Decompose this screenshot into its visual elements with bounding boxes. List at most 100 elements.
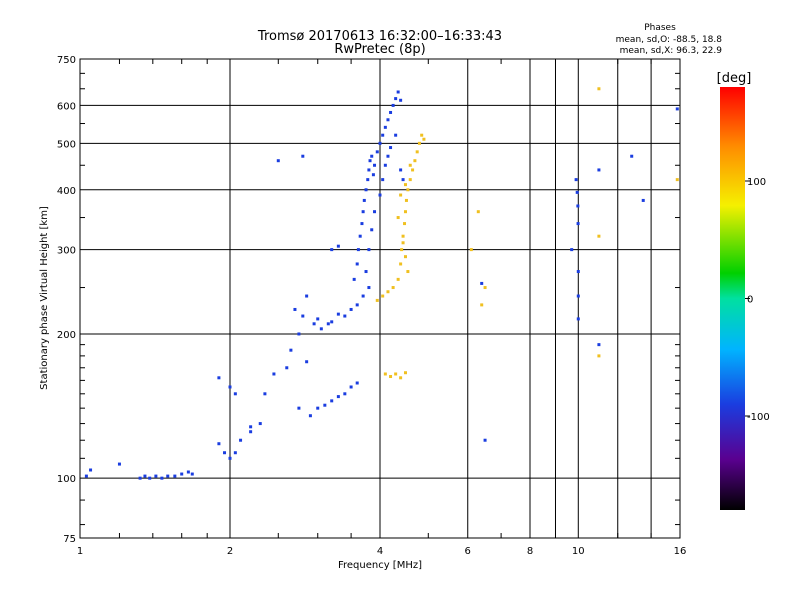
data-point: [349, 307, 353, 311]
data-point: [408, 178, 412, 182]
colorbar: [720, 87, 745, 510]
data-point: [381, 178, 385, 182]
x-tick-label: 10: [572, 546, 585, 557]
y-tick-label: 750: [57, 55, 76, 66]
data-point: [375, 150, 379, 154]
data-point: [399, 168, 403, 172]
data-point: [272, 372, 276, 376]
data-point: [401, 178, 405, 182]
data-point: [597, 87, 601, 91]
x-axis-ticks: 1 2 4 6 8 10 16: [77, 59, 687, 557]
data-point: [389, 375, 393, 379]
data-point: [84, 474, 88, 478]
data-point: [239, 438, 243, 442]
data-point: [641, 198, 645, 202]
data-point: [173, 474, 177, 478]
data-point: [396, 277, 400, 281]
data-point: [383, 163, 387, 167]
data-point: [403, 222, 407, 226]
data-point: [160, 476, 164, 480]
x-tick-label: 16: [674, 546, 687, 557]
chart-subtitle: RwPretec (8p): [334, 42, 425, 57]
colorbar-label: [deg]: [717, 71, 752, 86]
data-point: [576, 222, 580, 226]
data-point: [355, 381, 359, 385]
data-point: [401, 234, 405, 238]
data-point: [366, 178, 370, 182]
data-point: [89, 468, 93, 472]
data-point: [420, 133, 424, 137]
data-point: [370, 154, 374, 158]
data-point: [364, 188, 368, 192]
data-point: [399, 98, 403, 102]
data-point: [401, 241, 405, 245]
data-point: [368, 159, 372, 163]
x-tick-label: 2: [227, 546, 233, 557]
data-point: [330, 399, 334, 403]
y-tick-label: 500: [57, 139, 76, 150]
data-point: [217, 442, 221, 446]
data-point: [370, 228, 374, 232]
data-point: [356, 248, 360, 252]
data-point: [396, 90, 400, 94]
data-point: [258, 422, 262, 426]
colorbar-tick-label: 100: [747, 177, 766, 188]
data-point: [403, 183, 407, 187]
data-point: [166, 474, 170, 478]
data-point: [394, 97, 398, 101]
data-point: [228, 385, 232, 389]
data-point: [570, 248, 574, 252]
data-point: [138, 476, 142, 480]
data-point: [378, 141, 382, 145]
data-point: [597, 343, 601, 347]
data-point: [383, 125, 387, 129]
data-point: [576, 294, 580, 298]
data-point: [360, 222, 364, 226]
data-point: [391, 103, 395, 107]
data-point: [143, 474, 147, 478]
data-point: [336, 312, 340, 316]
data-point: [154, 474, 158, 478]
x-tick-label: 8: [527, 546, 533, 557]
data-point: [394, 133, 398, 137]
data-point: [330, 248, 334, 252]
data-point: [190, 472, 194, 476]
plot-frame: [79, 58, 681, 539]
data-point: [148, 476, 152, 480]
data-point: [597, 354, 601, 358]
data-point: [228, 456, 232, 460]
data-point: [361, 210, 365, 214]
data-point: [343, 392, 347, 396]
data-point: [576, 270, 580, 274]
y-tick-label: 100: [57, 474, 76, 485]
data-point: [386, 290, 390, 294]
data-point: [316, 406, 320, 410]
data-point: [403, 371, 407, 375]
data-point: [319, 327, 323, 331]
data-point: [233, 451, 237, 455]
legend-title: Phases: [644, 23, 676, 33]
data-point: [480, 303, 484, 307]
data-point: [417, 141, 421, 145]
data-point: [389, 110, 393, 114]
data-point: [381, 133, 385, 137]
data-point: [180, 472, 184, 476]
colorbar-tick-label: -100: [747, 412, 770, 423]
data-point: [404, 198, 408, 202]
data-point: [413, 159, 417, 163]
data-point: [574, 178, 578, 182]
data-point: [576, 204, 580, 208]
data-point: [223, 451, 227, 455]
data-point: [336, 244, 340, 248]
data-point: [330, 320, 334, 324]
data-point: [352, 277, 356, 281]
data-point: [233, 392, 237, 396]
data-point: [349, 385, 353, 389]
data-point: [289, 348, 293, 352]
data-point: [373, 163, 377, 167]
y-tick-label: 600: [57, 101, 76, 112]
data-point: [217, 376, 221, 380]
data-point: [675, 178, 679, 182]
data-point: [386, 154, 390, 158]
data-point: [597, 168, 601, 172]
